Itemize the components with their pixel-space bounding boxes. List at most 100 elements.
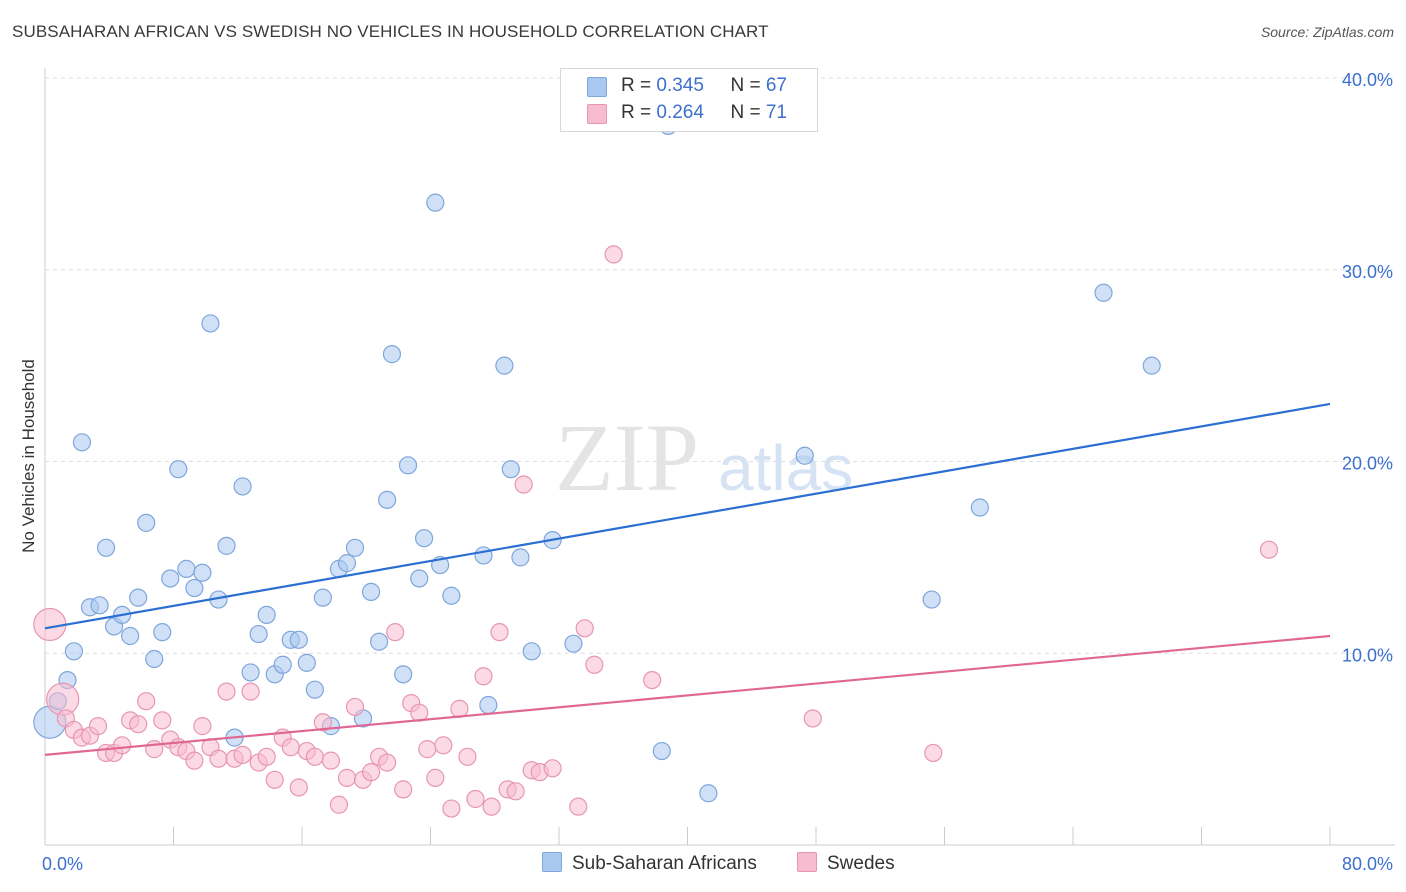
sub-saharan-point-4 <box>72 433 92 452</box>
swedes-point-35 <box>321 751 341 770</box>
sub-saharan-point-26 <box>249 624 268 644</box>
sub-saharan-point-16 <box>169 460 188 479</box>
sub-saharan-point-50 <box>442 586 461 605</box>
watermark-atlas: atlas <box>718 432 853 504</box>
swedes-point-56 <box>490 623 509 642</box>
sub-saharan-point-12 <box>137 513 156 532</box>
legend-swatch-blue <box>587 77 607 97</box>
sub-saharan-point-3 <box>64 642 84 661</box>
sub-saharan-point-34 <box>313 588 332 607</box>
swedes-point-67 <box>643 670 662 690</box>
sub-saharan-point-56 <box>522 642 541 661</box>
sub-saharan-point-29 <box>273 655 292 674</box>
swedes-point-33 <box>305 747 324 766</box>
y-tick-label-3: 40.0% <box>1342 70 1393 90</box>
legend-swatch-pink <box>587 104 607 124</box>
series-swedes <box>33 245 1279 818</box>
swedes-point-54 <box>474 667 493 686</box>
swedes-point-19 <box>193 717 212 736</box>
sub-saharan-point-63 <box>922 590 941 609</box>
sub-saharan-point-22 <box>217 536 236 555</box>
sub-saharan-point-54 <box>501 460 520 479</box>
legend: R = 0.345 N = 67 R = 0.264 N = 71 <box>560 68 818 132</box>
source-label: Source: ZipAtlas.com <box>1260 24 1394 40</box>
sub-saharan-point-18 <box>185 578 204 598</box>
x-tick-label-0: 0.0% <box>42 854 83 874</box>
sub-saharan-point-59 <box>652 741 671 761</box>
swedes-point-25 <box>241 682 260 701</box>
sub-saharan-point-46 <box>410 569 429 588</box>
swedes-point-9 <box>112 736 132 755</box>
legend-r-label: R = <box>621 75 657 96</box>
bottom-swatch-pink <box>797 852 817 872</box>
sub-saharan-point-62 <box>795 446 814 465</box>
swedes-point-27 <box>257 747 276 766</box>
swedes-point-59 <box>514 475 533 494</box>
swedes-point-44 <box>394 780 413 799</box>
swedes-point-18 <box>185 751 204 770</box>
y-tick-label-1: 20.0% <box>1342 454 1393 474</box>
y-tick-label-0: 10.0% <box>1342 645 1393 665</box>
sub-saharan-point-51 <box>474 546 493 565</box>
sub-saharan-point-20 <box>201 314 220 333</box>
sub-saharan-point-37 <box>337 554 357 573</box>
sub-saharan-point-7 <box>96 538 116 557</box>
swedes-point-68 <box>803 709 822 728</box>
trend-line-swedes <box>44 634 1331 756</box>
swedes-point-64 <box>575 619 594 638</box>
swedes-point-37 <box>337 768 357 787</box>
swedes-point-49 <box>434 736 453 755</box>
legend-n-label: N = <box>730 75 766 96</box>
axes <box>44 68 1395 846</box>
legend-r-value: 0.264 <box>656 102 704 123</box>
trend-lines <box>44 402 1331 756</box>
swedes-point-47 <box>418 740 437 759</box>
watermark-zip: ZIP <box>555 404 699 511</box>
swedes-point-38 <box>345 697 365 717</box>
swedes-point-52 <box>458 747 477 766</box>
sub-saharan-point-41 <box>370 632 389 651</box>
legend-text-pink: R = 0.264 N = 71 <box>621 102 787 124</box>
sub-saharan-point-25 <box>241 663 260 682</box>
swedes-point-21 <box>209 749 228 768</box>
sub-saharan-point-27 <box>257 605 276 625</box>
sub-saharan-point-19 <box>193 563 212 582</box>
sub-saharan-point-24 <box>233 477 252 496</box>
y-tick-label-2: 30.0% <box>1342 262 1393 282</box>
sub-saharan-point-15 <box>161 569 180 588</box>
swedes-point-28 <box>265 770 284 789</box>
legend-n-value: 67 <box>765 75 787 96</box>
bottom-legend-pink: Swedes <box>797 852 895 875</box>
legend-text-blue: R = 0.345 N = 67 <box>621 75 787 97</box>
legend-r-value: 0.345 <box>656 75 704 96</box>
sub-saharan-point-58 <box>564 634 583 653</box>
sub-saharan-point-47 <box>414 529 434 548</box>
swedes-point-53 <box>466 789 485 809</box>
sub-saharan-point-14 <box>153 623 172 642</box>
bottom-legend-blue: Sub-Saharan Africans <box>542 852 757 875</box>
swedes-point-22 <box>217 682 236 701</box>
swedes-point-43 <box>386 623 405 642</box>
swedes-point-65 <box>585 655 604 674</box>
sub-saharan-point-61 <box>699 784 718 803</box>
sub-saharan-point-55 <box>511 548 530 567</box>
legend-n-value: 71 <box>765 102 787 123</box>
swedes-point-70 <box>1259 540 1279 559</box>
swedes-point-11 <box>129 715 148 734</box>
legend-n-label: N = <box>730 102 766 123</box>
bottom-swatch-blue <box>542 852 562 872</box>
chart-title: SUBSAHARAN AFRICAN VS SWEDISH NO VEHICLE… <box>12 22 769 41</box>
sub-saharan-point-45 <box>398 456 418 475</box>
swedes-point-48 <box>426 768 445 787</box>
swedes-point-30 <box>281 738 300 757</box>
sub-saharan-point-6 <box>90 596 109 615</box>
sub-saharan-point-44 <box>394 665 413 684</box>
swedes-point-34 <box>313 713 332 732</box>
sub-saharan-point-38 <box>345 538 365 557</box>
swedes-point-63 <box>569 797 588 816</box>
swedes-point-58 <box>506 782 525 801</box>
sub-saharan-point-31 <box>289 630 308 649</box>
trend-line-sub-saharan <box>44 402 1331 630</box>
sub-saharan-point-33 <box>305 680 324 699</box>
